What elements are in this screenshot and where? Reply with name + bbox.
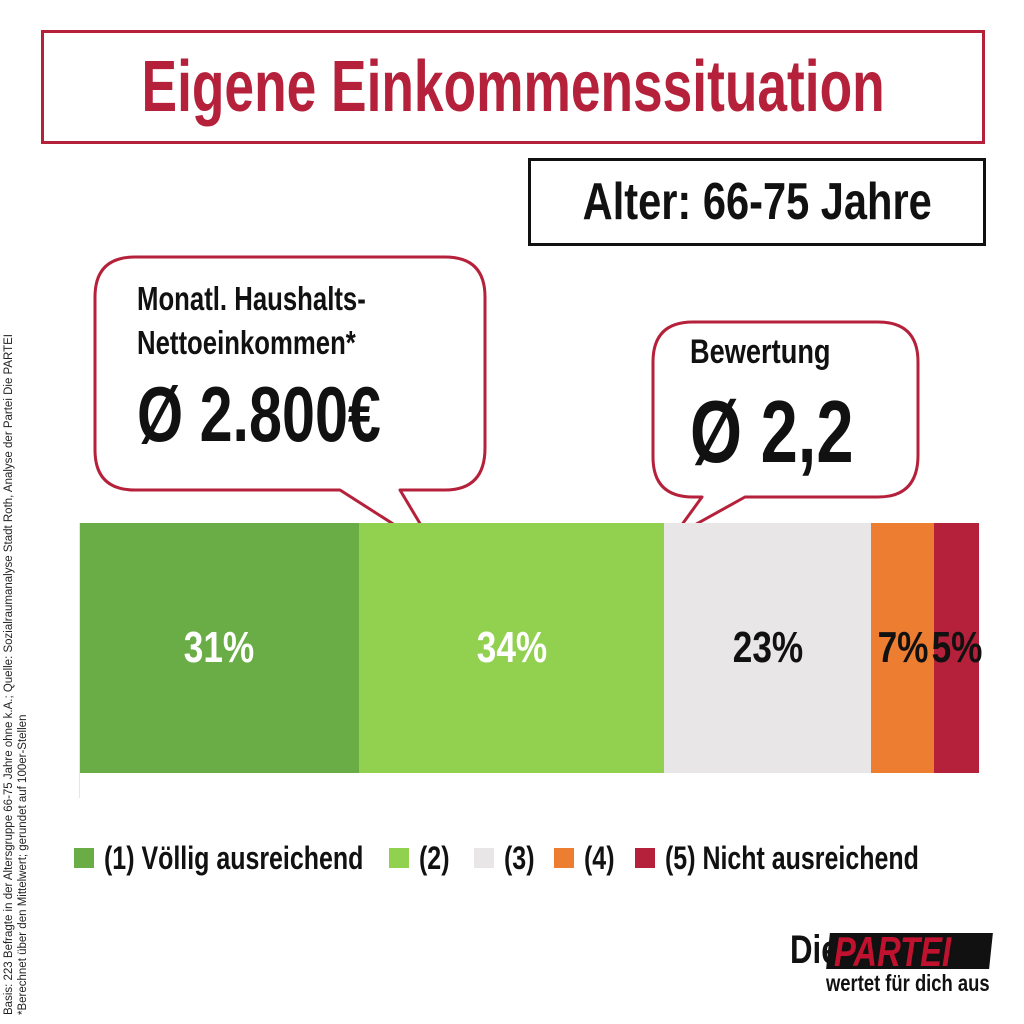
income-label-line1: Monatl. Haushalts- <box>137 280 366 317</box>
logo-partei-text: PARTEI <box>834 928 952 975</box>
legend-label-4: (4) <box>584 839 615 876</box>
bar-segment-label-2: 34% <box>476 623 547 672</box>
age-box: Alter: 66-75 Jahre <box>528 158 986 246</box>
legend-item-5: (5) Nicht ausreichend <box>634 839 919 877</box>
income-callout-value: Ø 2.800€ <box>137 370 381 458</box>
legend-swatch-1 <box>74 848 94 868</box>
bar-segment-label-4: 7% <box>877 623 928 672</box>
title-box: Eigene Einkommenssituation <box>41 30 985 144</box>
bar-segment-label-1: 31% <box>184 623 255 672</box>
die-partei-logo: Die PARTEI wertet für dich aus <box>790 928 995 998</box>
legend-swatch-2 <box>389 848 410 868</box>
stacked-bar: 31% 34% 23% 7% 5% <box>80 523 982 773</box>
rating-callout-value: Ø 2,2 <box>690 382 854 481</box>
income-callout-label: Monatl. Haushalts- Nettoeinkommen* <box>137 277 366 365</box>
chart-legend: (1) Völlig ausreichend (2) (3) (4) (5) Nicht… <box>74 838 919 878</box>
chart-subtitle: Alter: 66-75 Jahre <box>582 173 932 231</box>
bar-segment-4: 7% <box>871 523 935 773</box>
chart-title: Eigene Einkommenssituation <box>141 47 885 127</box>
legend-label-3: (3) <box>503 839 535 876</box>
legend-label-1: (1) Völlig ausreichend <box>104 839 364 876</box>
bar-segment-3: 23% <box>664 523 872 773</box>
rating-callout-label: Bewertung <box>690 333 831 371</box>
legend-item-1: (1) Völlig ausreichend <box>74 840 363 877</box>
income-label-line2: Nettoeinkommen* <box>137 324 356 361</box>
chart-baseline <box>79 523 80 798</box>
legend-item-3: (3) <box>473 839 535 877</box>
legend-swatch-5 <box>634 848 655 868</box>
legend-item-2: (2) <box>389 840 450 877</box>
legend-label-5: (5) Nicht ausreichend <box>664 839 919 876</box>
legend-swatch-3 <box>473 848 494 868</box>
legend-swatch-4 <box>554 848 575 868</box>
bar-segment-5: 5% <box>931 523 982 773</box>
bar-segment-1: 31% <box>80 523 359 773</box>
rating-speech-bubble <box>651 320 920 539</box>
bar-segment-label-3: 23% <box>732 623 803 672</box>
bar-segment-2: 34% <box>358 523 665 773</box>
legend-label-2: (2) <box>419 839 450 876</box>
bar-segment-label-5: 5% <box>931 623 982 672</box>
income-speech-bubble <box>93 255 487 554</box>
legend-item-4: (4) <box>554 840 615 877</box>
logo-slogan: wertet für dich aus <box>826 970 990 996</box>
